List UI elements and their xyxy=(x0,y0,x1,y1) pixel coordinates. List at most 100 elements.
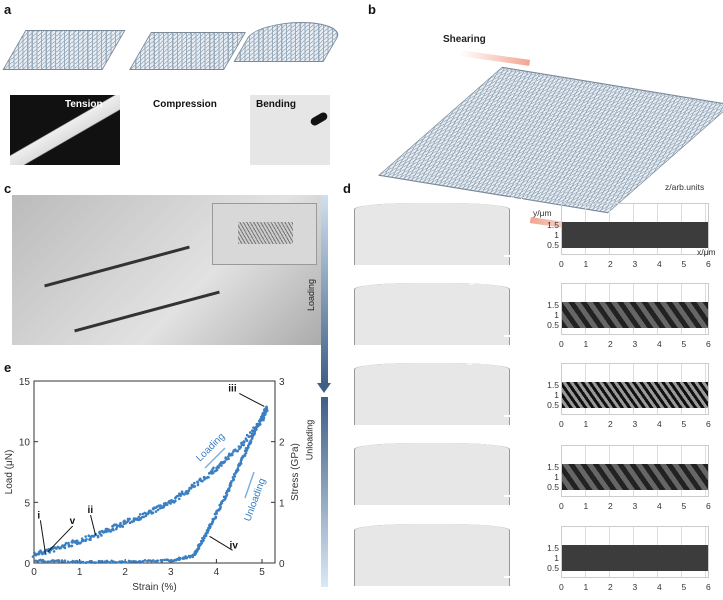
data-point xyxy=(107,529,110,533)
data-point xyxy=(258,420,262,423)
data-point xyxy=(217,466,221,469)
data-point xyxy=(245,449,248,453)
y-tick-label: 1.5 xyxy=(547,380,559,390)
row-numeral: v xyxy=(341,517,348,529)
height-map-iii: 1.5 1 0.5 0 1 2 3 4 5 6 xyxy=(533,355,711,435)
data-point xyxy=(212,466,215,470)
suspended-sheet xyxy=(354,524,510,586)
data-point xyxy=(164,501,168,505)
data-point xyxy=(236,449,239,453)
data-point xyxy=(81,539,85,543)
data-point xyxy=(69,560,73,564)
data-point xyxy=(220,464,223,467)
y-axis-label: Load (μN) xyxy=(4,450,15,495)
data-point xyxy=(84,561,88,565)
data-point xyxy=(200,540,204,544)
data-point xyxy=(127,559,131,563)
y-tick-label: 1 xyxy=(554,230,559,240)
y-tick-label: 5 xyxy=(24,498,30,509)
x-tick-label: 0 xyxy=(31,567,37,578)
annotation-arrow xyxy=(209,535,233,551)
data-point xyxy=(250,437,254,440)
state-label: flat xyxy=(509,517,523,529)
x-tick-label: 5 xyxy=(681,259,687,269)
data-point xyxy=(100,534,103,537)
x-tick-label: 5 xyxy=(681,419,687,429)
suspended-sheet xyxy=(354,283,510,345)
annotation-arrow xyxy=(239,393,265,407)
data-point xyxy=(243,454,247,457)
unloading-direction-arrow xyxy=(244,471,255,499)
annotation-arrow xyxy=(47,525,74,553)
scale-bar xyxy=(504,495,516,497)
y2-tick-label: 2 xyxy=(279,438,285,449)
data-point xyxy=(141,560,144,564)
y-tick-label: 0.5 xyxy=(547,320,559,330)
data-point xyxy=(105,530,108,534)
data-point xyxy=(233,475,237,478)
height-map-i: 1.5 1 0.5 0 1 2 3 4 5 6 xyxy=(533,195,711,275)
y-tick-label: 1.5 xyxy=(547,462,559,472)
data-point xyxy=(96,534,100,538)
data-point xyxy=(193,551,197,555)
data-point xyxy=(227,489,231,492)
data-point xyxy=(211,471,215,475)
data-point xyxy=(87,560,91,564)
x-tick-label: 3 xyxy=(632,419,638,429)
data-point xyxy=(198,477,202,481)
row-numeral: ii xyxy=(341,276,348,288)
annotation-arrow xyxy=(90,514,97,536)
x-tick-label: 4 xyxy=(657,259,662,269)
x-tick-label: 5 xyxy=(259,567,265,578)
data-point xyxy=(264,409,267,412)
micrograph-compression: Compression xyxy=(153,99,217,110)
data-point xyxy=(153,560,157,564)
micrograph-bending: Bending xyxy=(250,95,330,165)
data-point xyxy=(92,535,96,538)
data-point xyxy=(66,560,70,564)
data-point xyxy=(146,559,149,563)
load-strain-chart: 0 1 2 3 4 5 0 5 10 15 0 1 2 3 Strain (%) Load (μN) Stres… xyxy=(4,377,301,593)
annotation-label: iii xyxy=(228,383,237,394)
x-tick-label: 5 xyxy=(681,582,687,592)
loading-arrow-icon xyxy=(321,195,328,385)
data-point xyxy=(37,552,41,556)
data-point xyxy=(44,552,47,556)
scale-bar xyxy=(504,576,516,578)
data-point xyxy=(67,541,70,545)
data-point xyxy=(224,495,228,498)
data-point xyxy=(151,511,155,515)
data-point xyxy=(103,560,107,563)
sem-image-ii: ii 1st instability xyxy=(336,273,528,345)
height-map-ii: 1.5 1 0.5 0 1 2 3 4 5 6 xyxy=(533,275,711,355)
annotation-label: ii xyxy=(88,505,94,516)
scale-bar xyxy=(504,415,516,417)
data-point xyxy=(110,559,113,563)
data-point xyxy=(248,431,252,434)
plot-frame xyxy=(561,363,709,415)
data-point xyxy=(64,541,68,545)
data-point xyxy=(117,560,121,564)
y-tick-label: 10 xyxy=(19,438,31,449)
data-point xyxy=(242,443,246,447)
data-point xyxy=(193,485,197,488)
height-map-v: 1.5 1 0.5 0 1 2 3 4 5 6 xyxy=(533,518,711,598)
state-label: Recovery xyxy=(480,436,523,448)
data-point xyxy=(120,560,124,563)
plot-frame xyxy=(561,203,709,255)
loading-arrow-head-icon xyxy=(317,383,331,393)
data-point xyxy=(137,515,141,519)
plot-frame xyxy=(561,445,709,497)
data-point xyxy=(218,503,222,507)
x-tick-label: 2 xyxy=(608,259,613,269)
data-point xyxy=(52,550,56,553)
x-tick-label: 1 xyxy=(583,582,589,592)
x-tick-label: 1 xyxy=(583,419,589,429)
y-tick-label: 1 xyxy=(554,553,559,563)
data-point xyxy=(118,525,122,528)
data-point xyxy=(175,495,179,498)
y-tick-label: 1 xyxy=(554,390,559,400)
data-point xyxy=(196,483,200,487)
unloading-arrow-icon xyxy=(321,397,328,587)
x-tick-label: 6 xyxy=(706,582,711,592)
